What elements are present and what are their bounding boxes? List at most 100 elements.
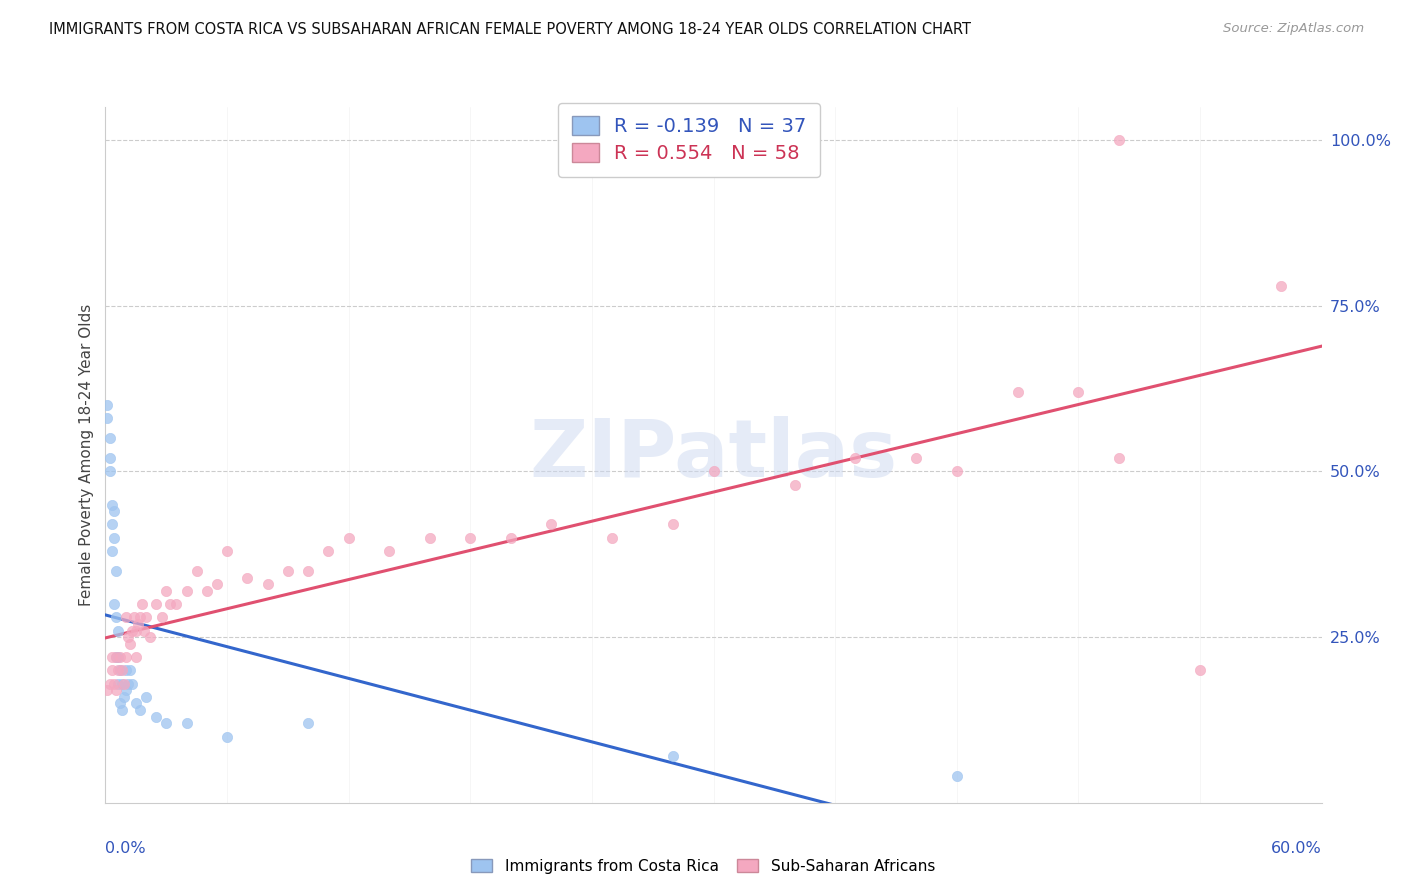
Point (155, 716, 177, 731)
Point (159, 597, 181, 611)
Point (419, 531, 441, 545)
Point (121, 676, 143, 690)
Point (132, 624, 155, 638)
Point (540, 517, 562, 532)
Point (114, 610, 136, 624)
Point (96, 683, 118, 698)
Point (337, 531, 360, 545)
Point (103, 676, 125, 690)
Point (114, 663, 136, 677)
Y-axis label: Female Poverty Among 18-24 Year Olds: Female Poverty Among 18-24 Year Olds (79, 304, 94, 606)
Point (176, 716, 198, 731)
Point (662, 749, 685, 764)
Point (458, 531, 481, 545)
Point (100, 650, 122, 665)
Text: ZIPatlas: ZIPatlas (530, 416, 897, 494)
Point (1108, 133, 1130, 147)
Point (905, 451, 928, 466)
Point (1108, 451, 1130, 466)
Point (217, 544, 239, 558)
Point (217, 730, 239, 744)
Point (96, 398, 118, 412)
Point (108, 697, 131, 711)
Point (118, 637, 141, 651)
Point (702, 465, 725, 479)
Point (96, 411, 118, 425)
Point (108, 663, 131, 677)
Point (186, 564, 208, 578)
Point (111, 663, 134, 677)
Point (662, 517, 685, 532)
Text: 0.0%: 0.0% (105, 841, 146, 856)
Point (117, 630, 139, 644)
Point (1007, 384, 1029, 399)
Point (1067, 384, 1090, 399)
Point (118, 663, 141, 677)
Point (107, 663, 129, 677)
Point (236, 570, 259, 584)
Point (1189, 663, 1212, 677)
Text: Source: ZipAtlas.com: Source: ZipAtlas.com (1223, 22, 1364, 36)
Point (844, 451, 866, 466)
Point (122, 610, 145, 624)
Point (600, 531, 623, 545)
Point (98, 431, 121, 445)
Point (111, 703, 134, 717)
Point (139, 630, 162, 644)
Point (1270, 279, 1292, 293)
Point (112, 690, 135, 704)
Point (145, 709, 167, 723)
Point (107, 624, 129, 638)
Point (131, 597, 153, 611)
Point (103, 531, 125, 545)
Text: 60.0%: 60.0% (1271, 841, 1322, 856)
Point (103, 597, 125, 611)
Point (165, 597, 187, 611)
Point (117, 676, 139, 690)
Point (121, 624, 143, 638)
Text: IMMIGRANTS FROM COSTA RICA VS SUBSAHARAN AFRICAN FEMALE POVERTY AMONG 18-24 YEAR: IMMIGRANTS FROM COSTA RICA VS SUBSAHARAN… (49, 22, 972, 37)
Point (104, 683, 127, 698)
Point (945, 769, 967, 783)
Point (205, 577, 228, 591)
Point (783, 477, 806, 491)
Point (945, 465, 967, 479)
Point (277, 564, 299, 578)
Point (297, 716, 319, 731)
Point (135, 690, 157, 704)
Point (104, 650, 127, 665)
Point (195, 583, 218, 598)
Point (114, 683, 136, 698)
Point (145, 597, 167, 611)
Point (378, 544, 401, 558)
Point (129, 610, 152, 624)
Point (125, 697, 148, 711)
Point (98, 451, 121, 466)
Point (100, 498, 122, 512)
Point (104, 564, 127, 578)
Point (98, 465, 121, 479)
Point (112, 676, 135, 690)
Point (104, 650, 127, 665)
Point (125, 650, 148, 665)
Legend: Immigrants from Costa Rica, Sub-Saharan Africans: Immigrants from Costa Rica, Sub-Saharan … (465, 853, 941, 880)
Point (100, 663, 122, 677)
Point (111, 676, 134, 690)
Point (129, 703, 152, 717)
Point (104, 610, 127, 624)
Point (114, 650, 136, 665)
Point (107, 676, 129, 690)
Legend: R = -0.139   N = 37, R = 0.554   N = 58: R = -0.139 N = 37, R = 0.554 N = 58 (558, 103, 820, 177)
Point (499, 531, 522, 545)
Point (155, 583, 177, 598)
Point (107, 650, 129, 665)
Point (125, 624, 148, 638)
Point (135, 610, 157, 624)
Point (256, 577, 278, 591)
Point (297, 564, 319, 578)
Point (108, 650, 131, 665)
Point (103, 504, 125, 518)
Point (176, 583, 198, 598)
Point (318, 544, 340, 558)
Point (100, 517, 122, 532)
